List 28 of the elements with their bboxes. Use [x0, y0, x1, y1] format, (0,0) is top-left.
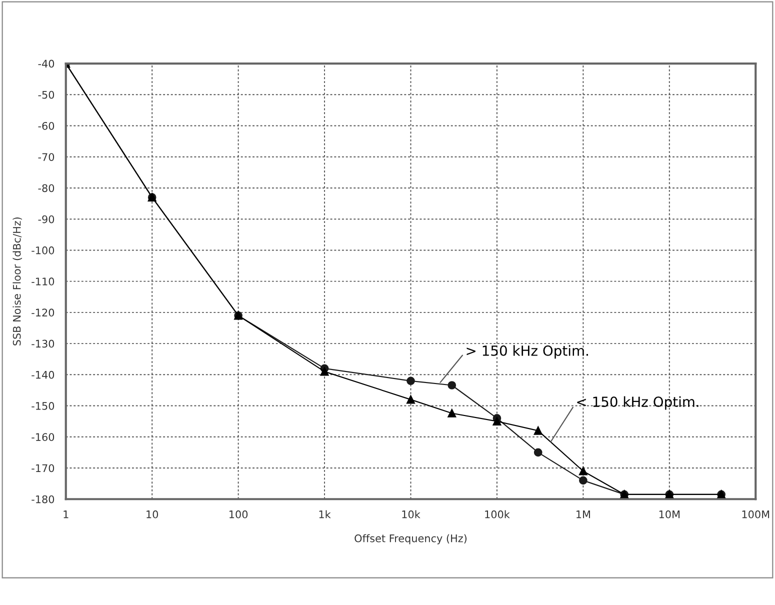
x-tick-label: 1k: [319, 510, 331, 518]
y-tick-label: -80: [38, 184, 54, 192]
y-tick-label: -40: [38, 60, 54, 68]
x-tick-label: 10: [146, 510, 158, 518]
x-tick-label: 100M: [742, 510, 770, 518]
x-tick-label: 100k: [485, 510, 510, 518]
x-axis-title: Offset Frequency (Hz): [354, 534, 467, 544]
annotation: > 150 kHz Optim.: [466, 345, 588, 359]
y-tick-label: -140: [32, 370, 54, 379]
y-tick-label: -150: [32, 402, 54, 410]
y-tick-label: -110: [32, 278, 54, 286]
y-tick-label: -180: [32, 495, 54, 504]
annotation: < 150 kHz Optim.: [577, 396, 698, 410]
y-tick-label: -130: [32, 340, 54, 348]
x-tick-label: 1M: [576, 510, 590, 518]
y-tick-label: -70: [38, 153, 54, 161]
y-tick-label: -50: [38, 90, 54, 99]
y-tick-label: -160: [32, 433, 54, 441]
y-tick-label: -120: [32, 308, 54, 317]
y-tick-label: -170: [32, 464, 54, 472]
y-tick-label: -60: [38, 122, 54, 130]
x-tick-label: 10k: [402, 510, 420, 518]
y-tick-label: -100: [32, 246, 54, 254]
y-axis-title: SSB Noise Floor (dBc/Hz): [12, 217, 22, 346]
x-tick-label: 10M: [659, 510, 680, 518]
y-tick-label: -90: [38, 215, 54, 224]
x-tick-label: 1: [64, 510, 68, 518]
x-tick-label: 100: [230, 510, 248, 518]
